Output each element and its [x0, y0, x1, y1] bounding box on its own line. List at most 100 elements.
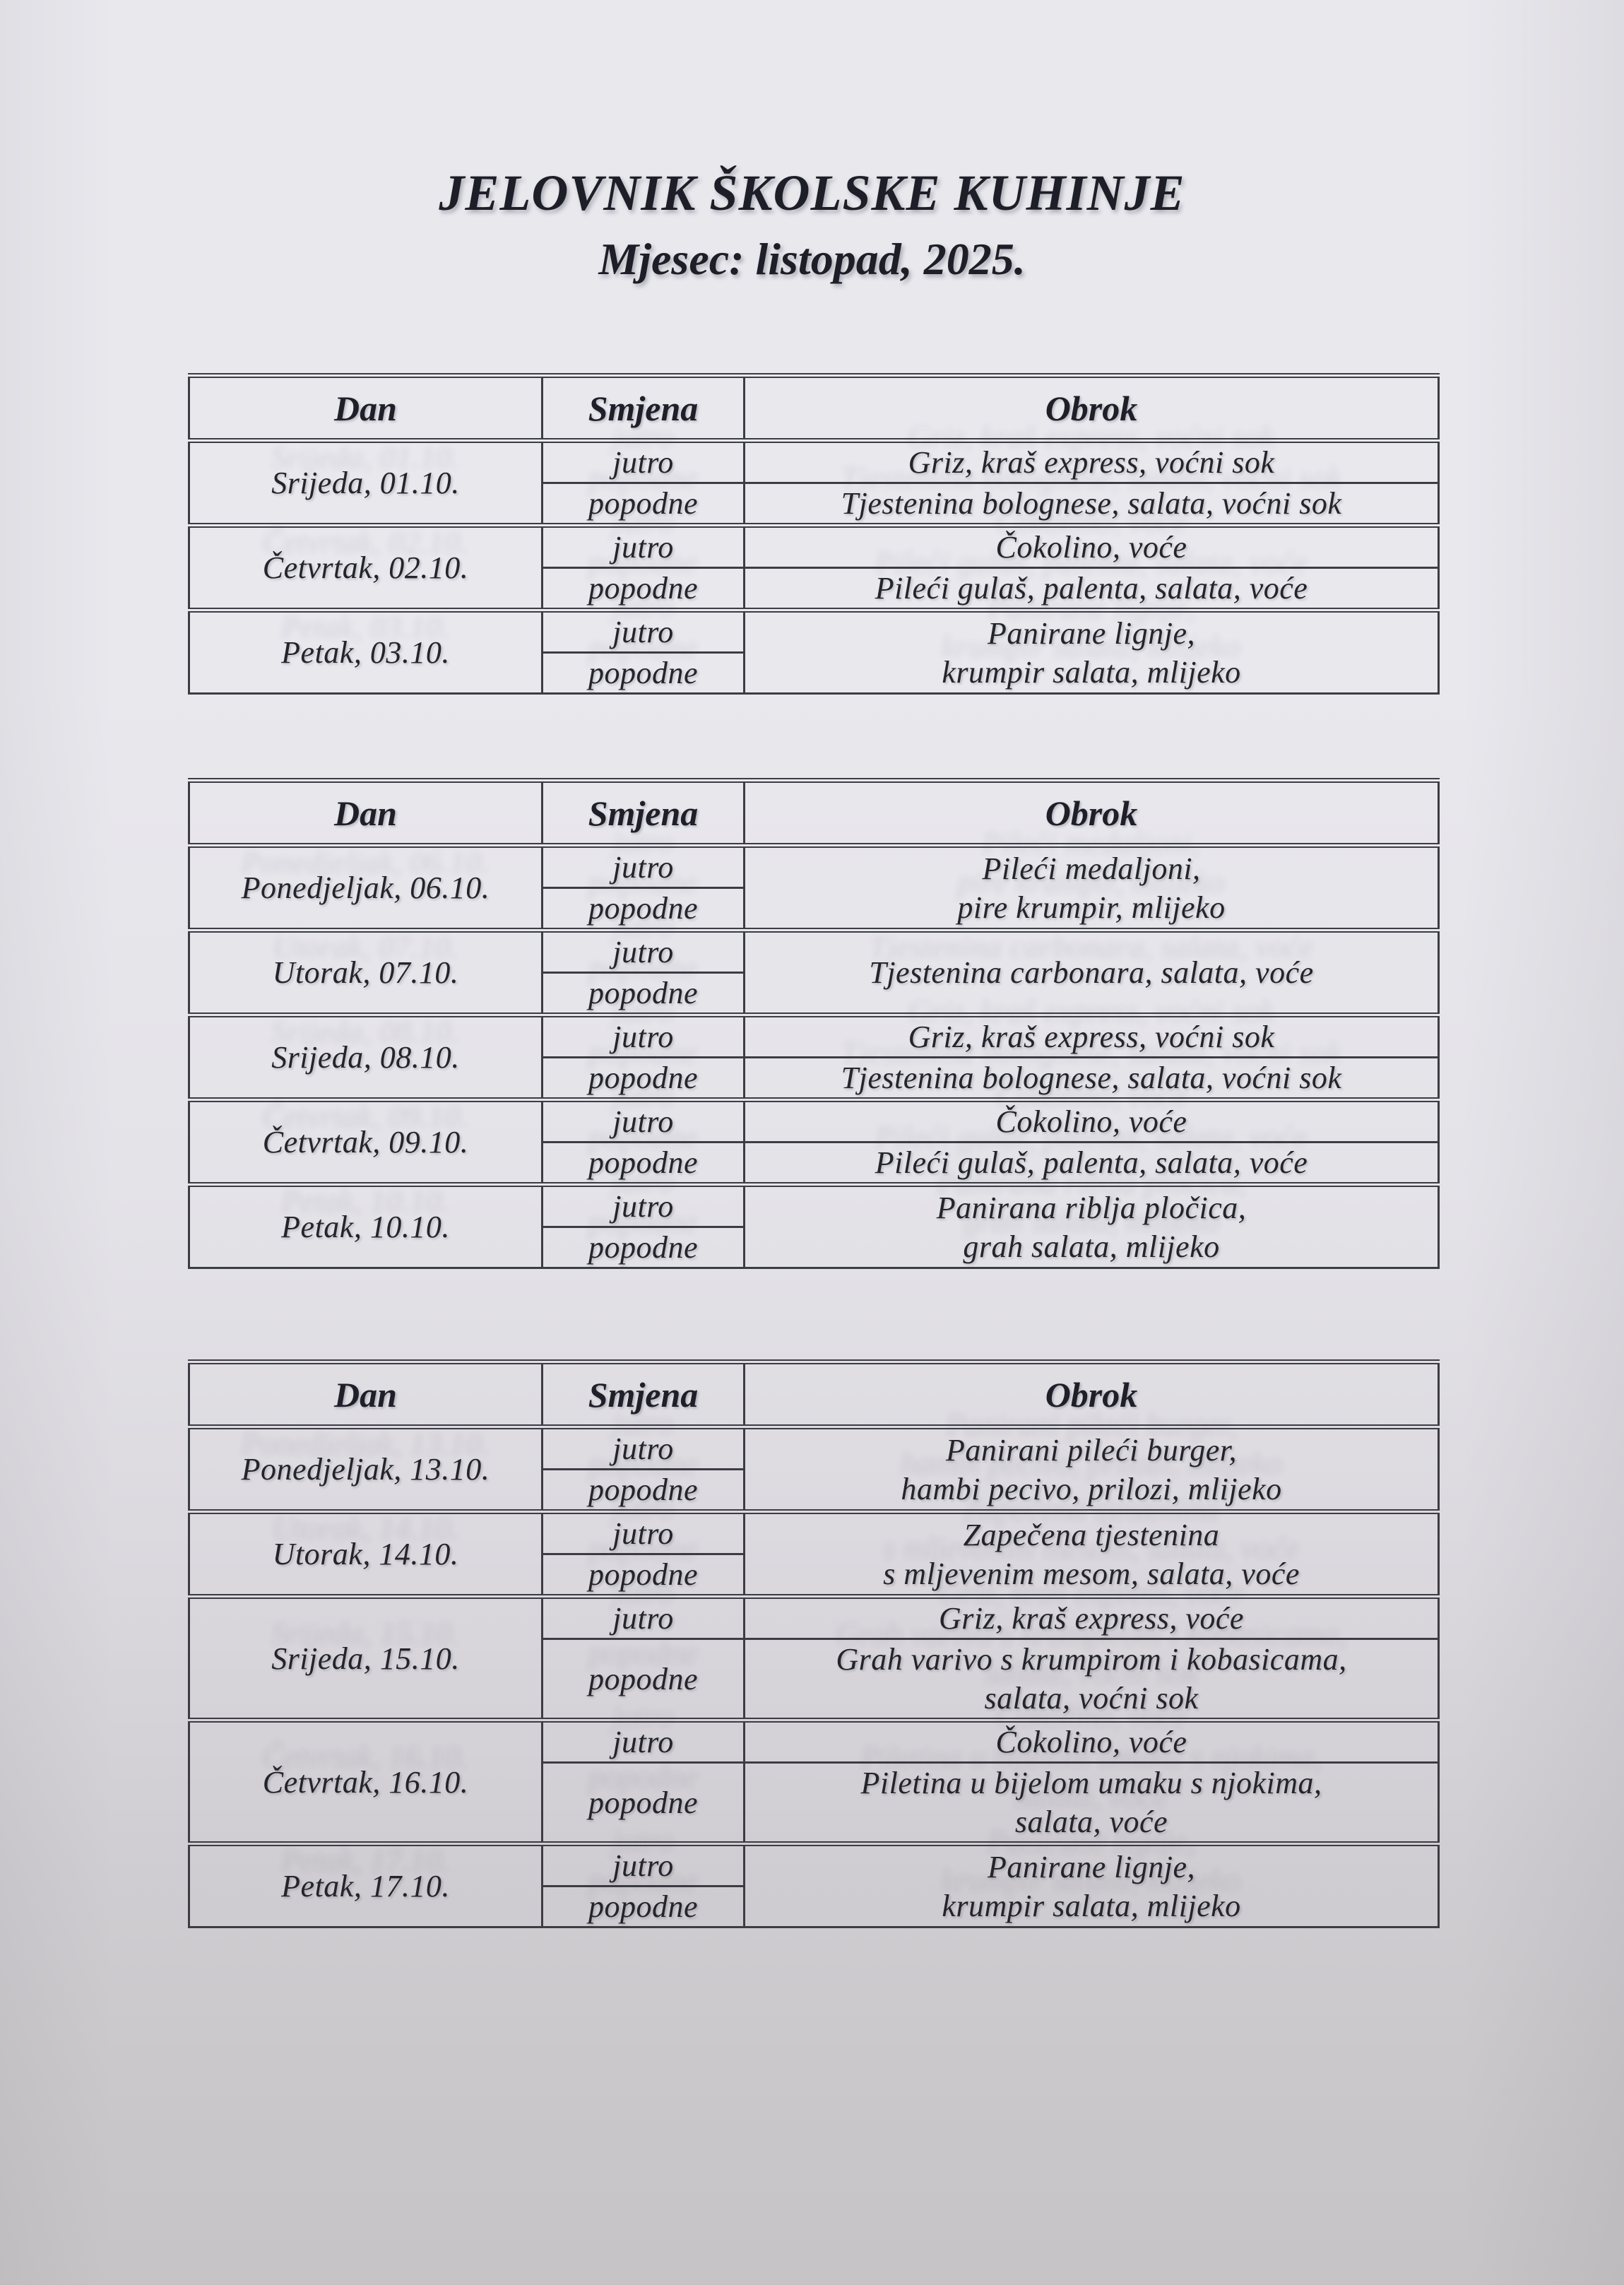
meal-line: salata, voćni sok: [984, 1681, 1199, 1716]
title-block: JELOVNIK ŠKOLSKE KUHINJE Mjesec: listopa…: [0, 0, 1624, 287]
day-cell: Petak, 03.10.: [189, 610, 543, 694]
meal-line: Grah varivo s krumpirom i kobasicama,: [836, 1642, 1347, 1677]
meal-cell: Grah varivo s krumpirom i kobasicama, sa…: [744, 1638, 1439, 1720]
meal-cell: Griz, kraš express, voćni sok: [908, 1020, 1275, 1054]
meal-line: Panirane lignje,: [988, 1849, 1195, 1884]
meal-cell: Pileći medaljoni, pire krumpir, mlijeko: [745, 846, 1439, 931]
meal-cell: Piletina u bijelom umaku s njokima, sala…: [744, 1761, 1439, 1844]
menu-table-week-3: Dan Smjena Obrok Ponedjeljak, 13.10. jut…: [188, 1359, 1440, 1928]
shift-popodne-cell: popodne: [542, 972, 745, 1015]
meal-cell: Panirane lignje, krumpir salata, mlijeko: [745, 1844, 1439, 1927]
meal-cell: Pileći gulaš, palenta, salata, voće: [744, 1141, 1439, 1185]
shift-jutro-cell: jutro: [542, 525, 745, 568]
day-cell: Srijeda, 01.10.: [189, 440, 543, 526]
day-block: Petak, 10.10. jutro Panirana riblja ploč…: [189, 1184, 1439, 1268]
shift-jutro-cell: jutro: [542, 1099, 745, 1142]
meal-cell: Tjestenina carbonara, salata, voće: [745, 931, 1439, 1015]
shift-jutro-cell: jutro: [542, 1596, 745, 1639]
day-block: Srijeda, 08.10. jutro Griz, kraš express…: [189, 1015, 1439, 1100]
day-block: Ponedjeljak, 06.10. jutro Pileći medaljo…: [189, 845, 1439, 931]
shift-popodne-cell: popodne: [542, 1056, 745, 1100]
day-cell: Petak, 17.10.: [189, 1843, 543, 1927]
meal-line: Panirani pileći burger,: [946, 1432, 1237, 1468]
meal-cell: Čokolino, voće: [995, 1725, 1187, 1759]
meal-cell: Tjestenina bolognese, salata, voćni sok: [744, 1056, 1439, 1100]
meal-line: Tjestenina carbonara, salata, voće: [869, 955, 1314, 990]
page-subtitle: Mjesec: listopad, 2025.: [598, 234, 1026, 284]
meal-cell: Panirana riblja pločica, grah salata, ml…: [745, 1185, 1439, 1268]
column-header-obrok: Obrok: [1045, 388, 1138, 428]
day-block: Utorak, 07.10. jutro Tjestenina carbonar…: [189, 930, 1439, 1015]
meal-cell: Čokolino, voće: [995, 530, 1187, 565]
column-header-dan: Dan: [189, 1362, 543, 1427]
shift-jutro-cell: jutro: [542, 845, 745, 888]
shift-jutro-cell: jutro: [542, 1427, 745, 1470]
meal-line: Panirana riblja pločica,: [936, 1190, 1247, 1225]
table-header-row: Dan Smjena Obrok: [189, 1362, 1439, 1427]
shift-popodne-cell: popodne: [542, 1141, 745, 1185]
meal-line: krumpir salata, mlijeko: [942, 654, 1241, 690]
column-header-smjena: Smjena: [542, 780, 745, 846]
menu-table-week-1: Dan Smjena Obrok Srijeda, 01.10. jutro G…: [188, 373, 1440, 695]
shift-jutro-cell: jutro: [542, 1184, 745, 1227]
day-block: Petak, 17.10. jutro Panirane lignje, kru…: [189, 1843, 1439, 1927]
column-header-obrok: Obrok: [1045, 1374, 1138, 1415]
meal-line: krumpir salata, mlijeko: [942, 1888, 1241, 1923]
meal-line: pire krumpir, mlijeko: [957, 890, 1226, 925]
day-cell: Srijeda, 15.10.: [189, 1596, 543, 1720]
day-block: Četvrtak, 16.10. jutro Čokolino, voće po…: [189, 1720, 1439, 1844]
column-header-obrok: Obrok: [1045, 793, 1138, 833]
meal-cell: Pileći gulaš, palenta, salata, voće: [744, 567, 1439, 610]
shift-popodne-cell: popodne: [542, 887, 745, 931]
day-block: Srijeda, 15.10. jutro Griz, kraš express…: [189, 1596, 1439, 1720]
shift-popodne-cell: popodne: [542, 651, 745, 694]
menu-table-week-2: Dan Smjena Obrok Ponedjeljak, 06.10. jut…: [188, 778, 1440, 1269]
shift-popodne-cell: popodne: [542, 1638, 745, 1720]
meal-cell: Tjestenina bolognese, salata, voćni sok: [744, 482, 1439, 526]
meal-cell: Čokolino, voće: [995, 1104, 1187, 1139]
shift-popodne-cell: popodne: [542, 567, 745, 610]
day-block: Četvrtak, 02.10. jutro Čokolino, voće po…: [189, 525, 1439, 610]
meal-cell: Griz, kraš express, voćni sok: [908, 445, 1275, 480]
shift-jutro-cell: jutro: [542, 1511, 745, 1554]
meal-line: grah salata, mlijeko: [963, 1229, 1220, 1264]
meal-line: hambi pecivo, prilozi, mlijeko: [901, 1471, 1282, 1506]
column-header-dan: Dan: [189, 780, 543, 846]
meal-cell: Panirane lignje, krumpir salata, mlijeko: [745, 610, 1439, 694]
shift-popodne-cell: popodne: [542, 1553, 745, 1597]
table-header-row: Dan Smjena Obrok: [189, 375, 1439, 441]
meal-line: s mljevenim mesom, salata, voće: [883, 1556, 1300, 1591]
day-block: Ponedjeljak, 13.10. jutro Panirani pileć…: [189, 1427, 1439, 1512]
meal-cell: Zapečena tjestenina s mljevenim mesom, s…: [745, 1512, 1439, 1597]
day-cell: Ponedjeljak, 06.10.: [189, 845, 543, 931]
day-cell: Četvrtak, 02.10.: [189, 525, 543, 610]
shift-popodne-cell: popodne: [542, 1885, 745, 1927]
meal-line: Zapečena tjestenina: [963, 1517, 1220, 1552]
meal-line: Panirane lignje,: [988, 615, 1195, 651]
day-block: Srijeda, 01.10. jutro Griz, kraš express…: [189, 440, 1439, 526]
day-cell: Utorak, 14.10.: [189, 1511, 543, 1597]
shift-jutro-cell: jutro: [542, 440, 745, 483]
day-cell: Ponedjeljak, 13.10.: [189, 1427, 543, 1512]
shift-jutro-cell: jutro: [542, 1720, 745, 1763]
column-header-smjena: Smjena: [542, 1362, 745, 1427]
table-header-row: Dan Smjena Obrok: [189, 780, 1439, 846]
shift-popodne-cell: popodne: [542, 1226, 745, 1268]
shift-popodne-cell: popodne: [542, 1761, 745, 1844]
shift-jutro-cell: jutro: [542, 1843, 745, 1887]
day-cell: Srijeda, 08.10.: [189, 1015, 543, 1100]
day-cell: Petak, 10.10.: [189, 1184, 543, 1268]
day-cell: Četvrtak, 16.10.: [189, 1720, 543, 1844]
day-block: Petak, 03.10. jutro Panirane lignje, kru…: [189, 610, 1439, 694]
meal-line: salata, voće: [1014, 1805, 1168, 1839]
day-block: Utorak, 14.10. jutro Zapečena tjestenina…: [189, 1511, 1439, 1597]
day-cell: Utorak, 07.10.: [189, 930, 543, 1015]
page-title: JELOVNIK ŠKOLSKE KUHINJE: [439, 165, 1185, 221]
meal-cell: Panirani pileći burger, hambi pecivo, pr…: [745, 1427, 1439, 1512]
column-header-dan: Dan: [189, 375, 543, 441]
shift-jutro-cell: jutro: [542, 610, 745, 653]
shift-jutro-cell: jutro: [542, 1015, 745, 1058]
meal-cell: Griz, kraš express, voće: [939, 1601, 1244, 1636]
shift-popodne-cell: popodne: [542, 482, 745, 526]
